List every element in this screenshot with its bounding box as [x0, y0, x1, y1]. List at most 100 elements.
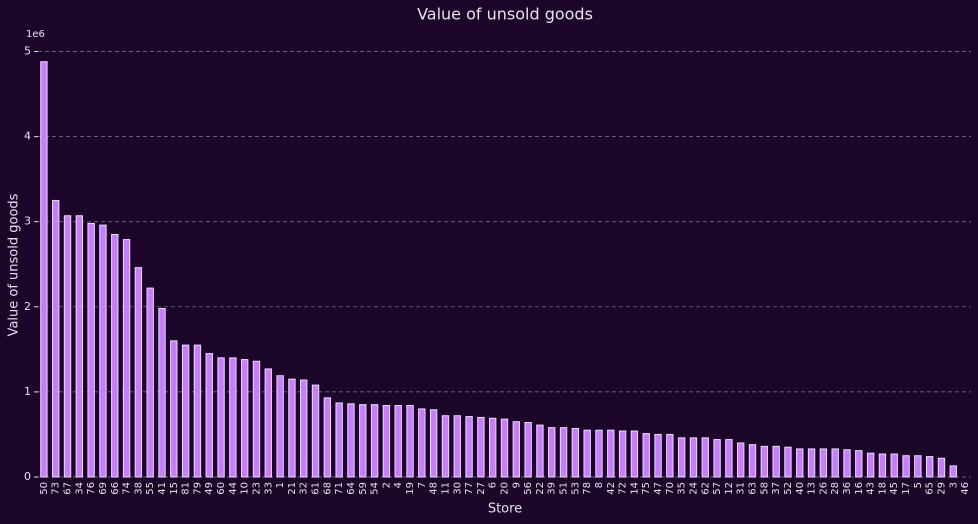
x-tick-label: 31 — [736, 482, 747, 495]
y-tick-label: 0 — [24, 470, 31, 483]
bar — [311, 384, 320, 478]
bar — [323, 397, 332, 478]
bar — [370, 404, 379, 478]
bar — [276, 375, 284, 478]
bar — [382, 405, 391, 478]
bar — [264, 368, 272, 478]
x-tick-label: 75 — [641, 482, 652, 495]
bar — [548, 427, 556, 478]
bar — [63, 215, 72, 478]
bar — [914, 455, 922, 478]
bar — [925, 456, 934, 478]
bar — [335, 402, 343, 478]
x-tick-label: 37 — [771, 482, 782, 495]
bar — [288, 378, 296, 478]
bar — [784, 446, 792, 478]
x-tick-label: 48 — [429, 482, 440, 495]
y-tick-label: 2 — [24, 300, 31, 313]
bar — [229, 357, 237, 478]
x-tick-label: 41 — [157, 482, 168, 495]
bar — [87, 222, 95, 478]
x-tick-label: 52 — [783, 482, 794, 495]
bar — [52, 199, 60, 478]
x-tick-label: 56 — [523, 482, 534, 495]
bar — [99, 224, 107, 478]
bar — [866, 452, 875, 478]
bar — [937, 457, 946, 478]
x-tick-label: 4 — [393, 482, 404, 488]
bar — [134, 267, 143, 478]
x-tick-label: 8 — [594, 482, 605, 488]
bar — [725, 439, 733, 478]
bar — [677, 437, 686, 478]
x-tick-label: 60 — [216, 482, 227, 495]
bar — [429, 409, 438, 478]
x-tick-label: 30 — [452, 482, 463, 495]
bar — [181, 344, 190, 478]
bar — [512, 421, 520, 478]
bar — [666, 433, 674, 478]
x-tick-label: 63 — [748, 482, 759, 495]
x-tick-label: 33 — [263, 482, 274, 495]
bar — [571, 427, 580, 478]
x-tick-label: 68 — [322, 482, 333, 495]
x-tick-label: 61 — [311, 482, 322, 495]
x-tick-label: 24 — [688, 482, 699, 495]
bar — [406, 405, 414, 478]
bar — [477, 416, 485, 478]
x-tick-label: 27 — [476, 482, 487, 495]
x-tick-label: 55 — [145, 482, 156, 495]
bar — [300, 379, 308, 478]
x-tick-label: 43 — [866, 482, 877, 495]
x-tick-label: 76 — [86, 482, 97, 495]
x-tick-label: 53 — [570, 482, 581, 495]
x-tick-label: 49 — [204, 482, 215, 495]
x-tick-label: 34 — [74, 482, 85, 495]
bar — [831, 448, 839, 478]
x-tick-label: 69 — [98, 482, 109, 495]
x-tick-label: 73 — [51, 482, 62, 495]
x-tick-label: 9 — [511, 482, 522, 488]
x-tick-label: 2 — [381, 482, 392, 488]
bar — [559, 427, 568, 478]
bar — [394, 405, 402, 478]
chart-title: Value of unsold goods — [417, 5, 593, 24]
x-tick-label: 6 — [488, 482, 499, 488]
bar — [441, 415, 450, 478]
bar — [111, 233, 119, 478]
x-tick-label: 40 — [795, 482, 806, 495]
x-tick-label: 19 — [405, 482, 416, 495]
x-tick-label: 38 — [133, 482, 144, 495]
bar — [595, 429, 603, 478]
bar — [217, 357, 225, 478]
bar — [359, 404, 367, 478]
x-tick-label: 59 — [358, 482, 369, 495]
bar — [689, 437, 698, 478]
x-tick-label: 50 — [39, 482, 50, 495]
x-tick-label: 15 — [169, 482, 180, 495]
bar — [500, 418, 509, 478]
bar — [40, 61, 48, 478]
bar — [654, 433, 662, 478]
x-tick-label: 1 — [275, 482, 286, 488]
x-tick-label: 71 — [334, 482, 345, 495]
y-tick-label: 1 — [24, 385, 31, 398]
bar — [760, 445, 769, 478]
x-tick-label: 5 — [913, 482, 924, 488]
bar — [205, 353, 213, 478]
x-tick-label: 3 — [948, 482, 959, 488]
x-tick-label: 81 — [181, 482, 192, 495]
x-tick-label: 13 — [807, 482, 818, 495]
x-tick-label: 46 — [960, 482, 971, 495]
bar — [524, 422, 532, 478]
bar — [489, 417, 497, 478]
x-tick-label: 32 — [299, 482, 310, 495]
bar — [158, 308, 166, 478]
x-tick-label: 16 — [854, 482, 865, 495]
bar — [75, 215, 84, 478]
x-tick-label: 77 — [464, 482, 475, 495]
bar — [890, 453, 898, 478]
bar — [819, 448, 828, 478]
x-tick-label: 7 — [417, 482, 428, 488]
